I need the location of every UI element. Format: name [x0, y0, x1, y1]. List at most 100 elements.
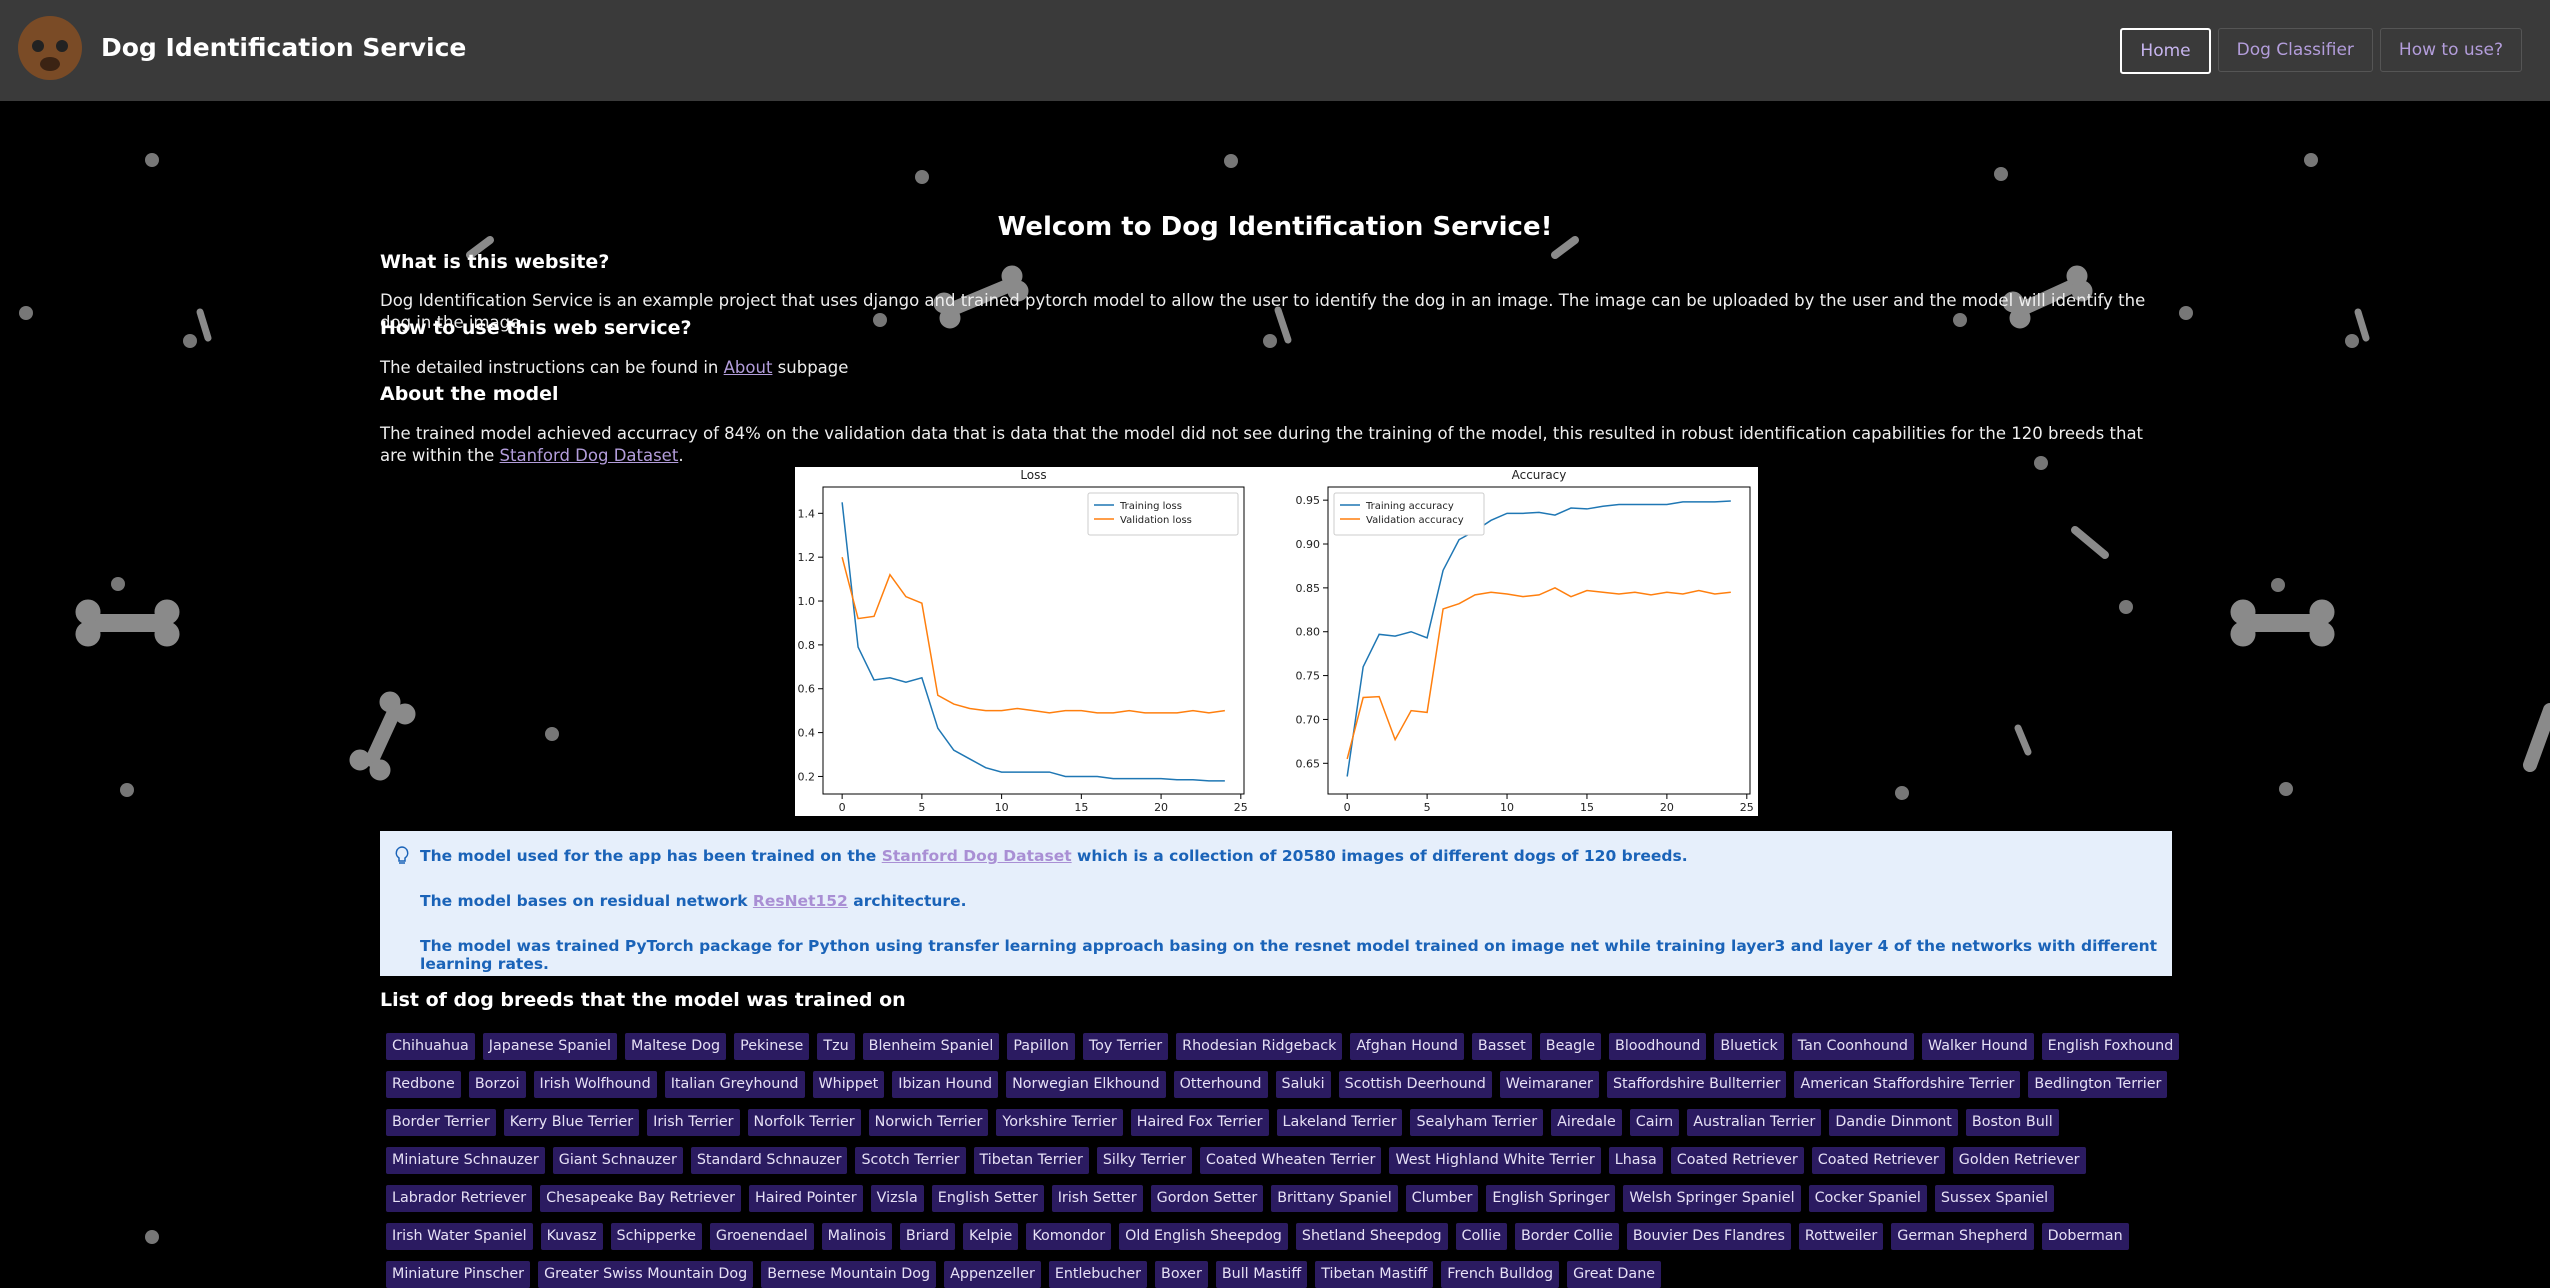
link[interactable]: About [723, 358, 773, 377]
y-tick-label: 0.4 [798, 727, 816, 740]
breed-tag: Cocker Spaniel [1808, 1185, 1927, 1212]
x-tick-label: 10 [995, 801, 1009, 814]
x-tick-label: 5 [918, 801, 925, 814]
breed-tag: English Foxhound [2041, 1033, 2180, 1060]
breed-tag: Japanese Spaniel [482, 1033, 617, 1060]
breed-tag: Doberman [2041, 1223, 2129, 1250]
info-line: The model used for the app has been trai… [420, 847, 1688, 865]
x-tick-label: 0 [839, 801, 846, 814]
x-tick-label: 0 [1344, 801, 1351, 814]
breed-tag: West Highland White Terrier [1389, 1147, 1601, 1174]
y-tick-label: 0.80 [1296, 626, 1321, 639]
y-tick-label: 1.4 [798, 507, 816, 520]
breed-tag: Haired Fox Terrier [1130, 1109, 1269, 1136]
legend-label: Training loss [1119, 501, 1182, 512]
section-text: Dog Identification Service is an example… [380, 290, 2170, 334]
breed-tag: Walker Hound [1922, 1033, 2034, 1060]
breed-tag: Maltese Dog [624, 1033, 727, 1060]
text: The trained model achieved accurracy of … [380, 424, 2144, 465]
breed-tag: Coated Retriever [1811, 1147, 1945, 1174]
text: architecture. [847, 892, 967, 910]
breed-tag: Irish Water Spaniel [386, 1223, 533, 1250]
breed-tag: Chihuahua [386, 1033, 475, 1060]
breed-tag: Irish Terrier [647, 1109, 740, 1136]
link[interactable]: Stanford Dog Dataset [881, 847, 1072, 865]
legend-box [1087, 492, 1239, 536]
x-tick-label: 15 [1074, 801, 1088, 814]
breed-tag: Lhasa [1608, 1147, 1663, 1174]
breed-tag: Boston Bull [1965, 1109, 2059, 1136]
breed-tag: Saluki [1275, 1071, 1331, 1098]
breed-tag: Norfolk Terrier [747, 1109, 861, 1136]
info-box: The model used for the app has been trai… [380, 831, 2172, 976]
breed-tag: Appenzeller [944, 1261, 1041, 1288]
link[interactable]: Stanford Dog Dataset [499, 446, 679, 465]
chart-title: Accuracy [1512, 468, 1567, 482]
breed-tag: Rhodesian Ridgeback [1176, 1033, 1343, 1060]
data-line [1346, 587, 1731, 760]
breed-tag: Weimaraner [1499, 1071, 1599, 1098]
text: subpage [772, 358, 849, 377]
breed-tag: Ibizan Hound [892, 1071, 999, 1098]
breed-tag: Standard Schnauzer [690, 1147, 848, 1174]
breed-tag: Sealyham Terrier [1410, 1109, 1544, 1136]
section-text: The trained model achieved accurracy of … [380, 423, 2170, 467]
breed-tag: Norwich Terrier [868, 1109, 989, 1136]
bulb-icon [395, 846, 409, 864]
breed-tag: Toy Terrier [1082, 1033, 1169, 1060]
breed-tag: Border Collie [1515, 1223, 1619, 1250]
breed-tag: Gordon Setter [1150, 1185, 1264, 1212]
section-heading: About the model [380, 383, 559, 405]
info-line: The model bases on residual network ResN… [420, 892, 966, 910]
breed-tag: Tibetan Mastiff [1315, 1261, 1434, 1288]
breed-tag: Welsh Springer Spaniel [1623, 1185, 1801, 1212]
breed-tag: Greater Swiss Mountain Dog [538, 1261, 754, 1288]
breed-tag: Groenendael [709, 1223, 814, 1250]
breed-tag: Papillon [1007, 1033, 1075, 1060]
breed-tag: English Springer [1486, 1185, 1616, 1212]
y-tick-label: 0.70 [1296, 713, 1321, 726]
breed-tag: Golden Retriever [1952, 1147, 2086, 1174]
breeds-heading: List of dog breeds that the model was tr… [380, 989, 906, 1011]
link[interactable]: ResNet152 [752, 892, 848, 910]
data-line [841, 556, 1225, 714]
data-line [841, 502, 1225, 782]
breed-tag: Brittany Spaniel [1271, 1185, 1398, 1212]
nav-link[interactable]: Dog Classifier [2217, 28, 2373, 72]
nav-link[interactable]: How to use? [2379, 28, 2522, 72]
section-text: The detailed instructions can be found i… [380, 357, 2170, 379]
text: The model used for the app has been trai… [420, 847, 882, 865]
breed-tag: Vizsla [870, 1185, 924, 1212]
breed-tag: Bernese Mountain Dog [761, 1261, 937, 1288]
breed-tag: Bouvier Des Flandres [1626, 1223, 1791, 1250]
breed-tag: Bull Mastiff [1215, 1261, 1308, 1288]
text: The model was trained PyTorch package fo… [420, 937, 2158, 973]
x-tick-label: 15 [1580, 801, 1594, 814]
breed-tag: Bluetick [1714, 1033, 1784, 1060]
x-tick-label: 20 [1154, 801, 1168, 814]
y-tick-label: 0.2 [798, 770, 816, 783]
section-heading: How to use this web service? [380, 317, 692, 339]
background-decoration [19, 153, 2550, 1244]
bones [75, 236, 2550, 781]
plot-area [822, 486, 1245, 795]
breed-tag: Shetland Sheepdog [1295, 1223, 1448, 1250]
breed-tag: Komondor [1026, 1223, 1112, 1250]
breed-tag: Yorkshire Terrier [996, 1109, 1123, 1136]
breed-tag: Scottish Deerhound [1338, 1071, 1492, 1098]
breed-tag: Collie [1455, 1223, 1507, 1250]
y-tick-label: 0.75 [1296, 670, 1321, 683]
nav-link[interactable]: Home [2120, 28, 2211, 74]
breed-tag: Airedale [1551, 1109, 1622, 1136]
breed-tag: Old English Sheepdog [1119, 1223, 1288, 1250]
section-heading: What is this website? [380, 251, 610, 273]
legend-label: Validation accuracy [1366, 515, 1464, 526]
breed-tag: English Setter [931, 1185, 1044, 1212]
breed-tag: Kelpie [963, 1223, 1019, 1250]
y-tick-label: 0.65 [1296, 757, 1321, 770]
y-tick-label: 1.0 [798, 595, 816, 608]
breed-tag: Bloodhound [1609, 1033, 1707, 1060]
breed-tag: Redbone [386, 1071, 461, 1098]
page-heading: Welcom to Dog Identification Service! [997, 212, 1553, 242]
breed-tag: Otterhound [1173, 1071, 1268, 1098]
